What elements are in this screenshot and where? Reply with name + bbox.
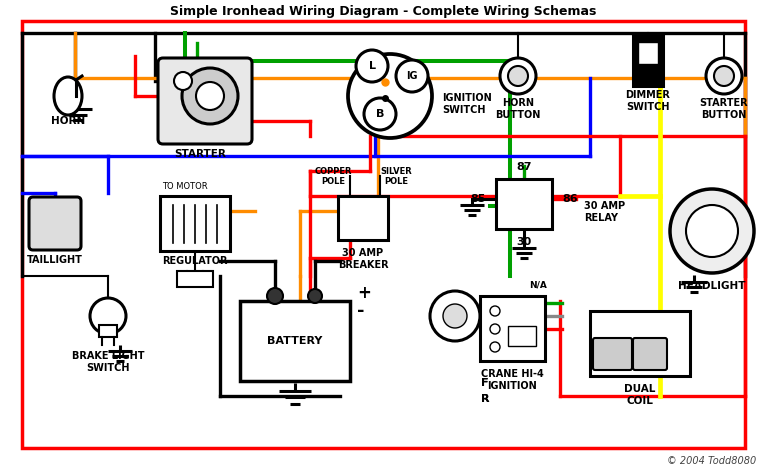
Bar: [590, 311, 690, 376]
Text: BATTERY: BATTERY: [267, 336, 322, 346]
Circle shape: [706, 58, 742, 94]
Bar: [99, 325, 117, 337]
Ellipse shape: [54, 77, 82, 115]
Text: REGULATOR: REGULATOR: [162, 256, 228, 266]
Circle shape: [500, 58, 536, 94]
Circle shape: [174, 72, 192, 90]
Bar: [480, 296, 545, 361]
Text: DIMMER
SWITCH: DIMMER SWITCH: [626, 90, 670, 111]
Circle shape: [670, 189, 754, 273]
Circle shape: [396, 60, 428, 92]
Circle shape: [686, 205, 738, 257]
Circle shape: [508, 66, 528, 86]
Text: HORN
BUTTON: HORN BUTTON: [496, 98, 541, 119]
Text: HORN: HORN: [51, 116, 85, 126]
Bar: [240, 301, 350, 381]
Circle shape: [490, 306, 500, 316]
Text: L: L: [368, 61, 375, 71]
Text: 87: 87: [516, 162, 532, 172]
Text: 30 AMP
BREAKER: 30 AMP BREAKER: [338, 248, 388, 269]
FancyBboxPatch shape: [158, 58, 252, 144]
Text: 86: 86: [562, 194, 578, 204]
Text: 30: 30: [516, 237, 532, 247]
Circle shape: [196, 82, 224, 110]
Bar: [22, 21, 745, 448]
Circle shape: [90, 298, 126, 334]
Text: BRAKE LIGHT
SWITCH: BRAKE LIGHT SWITCH: [72, 351, 144, 373]
Circle shape: [364, 98, 396, 130]
Bar: [633, 34, 663, 86]
Text: STARTER
BUTTON: STARTER BUTTON: [699, 98, 748, 119]
Text: © 2004 Todd8080: © 2004 Todd8080: [666, 456, 756, 466]
Text: TAILLIGHT: TAILLIGHT: [27, 255, 83, 265]
Text: STARTER: STARTER: [174, 149, 226, 159]
Text: F: F: [481, 378, 489, 388]
Circle shape: [308, 289, 322, 303]
FancyBboxPatch shape: [593, 338, 632, 370]
Text: R: R: [481, 394, 489, 404]
Bar: [496, 179, 552, 229]
Text: N/A: N/A: [529, 280, 547, 289]
Circle shape: [267, 288, 283, 304]
Text: DUAL
COIL: DUAL COIL: [624, 384, 656, 406]
Text: CRANE HI-4
IGNITION: CRANE HI-4 IGNITION: [480, 369, 543, 391]
Circle shape: [490, 342, 500, 352]
Circle shape: [356, 50, 388, 82]
Text: +: +: [357, 284, 371, 302]
Circle shape: [182, 68, 238, 124]
Circle shape: [443, 304, 467, 328]
Bar: [638, 42, 658, 64]
Text: SILVER
POLE: SILVER POLE: [380, 167, 412, 186]
Text: R: R: [481, 394, 489, 404]
Bar: [338, 196, 388, 240]
Text: COPPER
POLE: COPPER POLE: [314, 167, 352, 186]
Text: B: B: [376, 109, 385, 119]
Text: IG: IG: [406, 71, 417, 81]
Text: 85: 85: [470, 194, 486, 204]
Circle shape: [430, 291, 480, 341]
Circle shape: [348, 54, 432, 138]
FancyBboxPatch shape: [633, 338, 667, 370]
Circle shape: [714, 66, 734, 86]
Text: TO MOTOR: TO MOTOR: [162, 182, 208, 191]
Circle shape: [490, 324, 500, 334]
Bar: [160, 196, 230, 251]
Bar: [508, 326, 536, 346]
Text: -: -: [357, 302, 365, 320]
Text: HEADLIGHT: HEADLIGHT: [678, 281, 746, 291]
Text: Simple Ironhead Wiring Diagram - Complete Wiring Schemas: Simple Ironhead Wiring Diagram - Complet…: [170, 4, 596, 18]
FancyBboxPatch shape: [29, 197, 81, 250]
Text: F: F: [481, 378, 489, 388]
Text: 30 AMP
RELAY: 30 AMP RELAY: [584, 201, 625, 223]
Bar: [177, 271, 213, 287]
Text: IGNITION
SWITCH: IGNITION SWITCH: [442, 93, 492, 115]
